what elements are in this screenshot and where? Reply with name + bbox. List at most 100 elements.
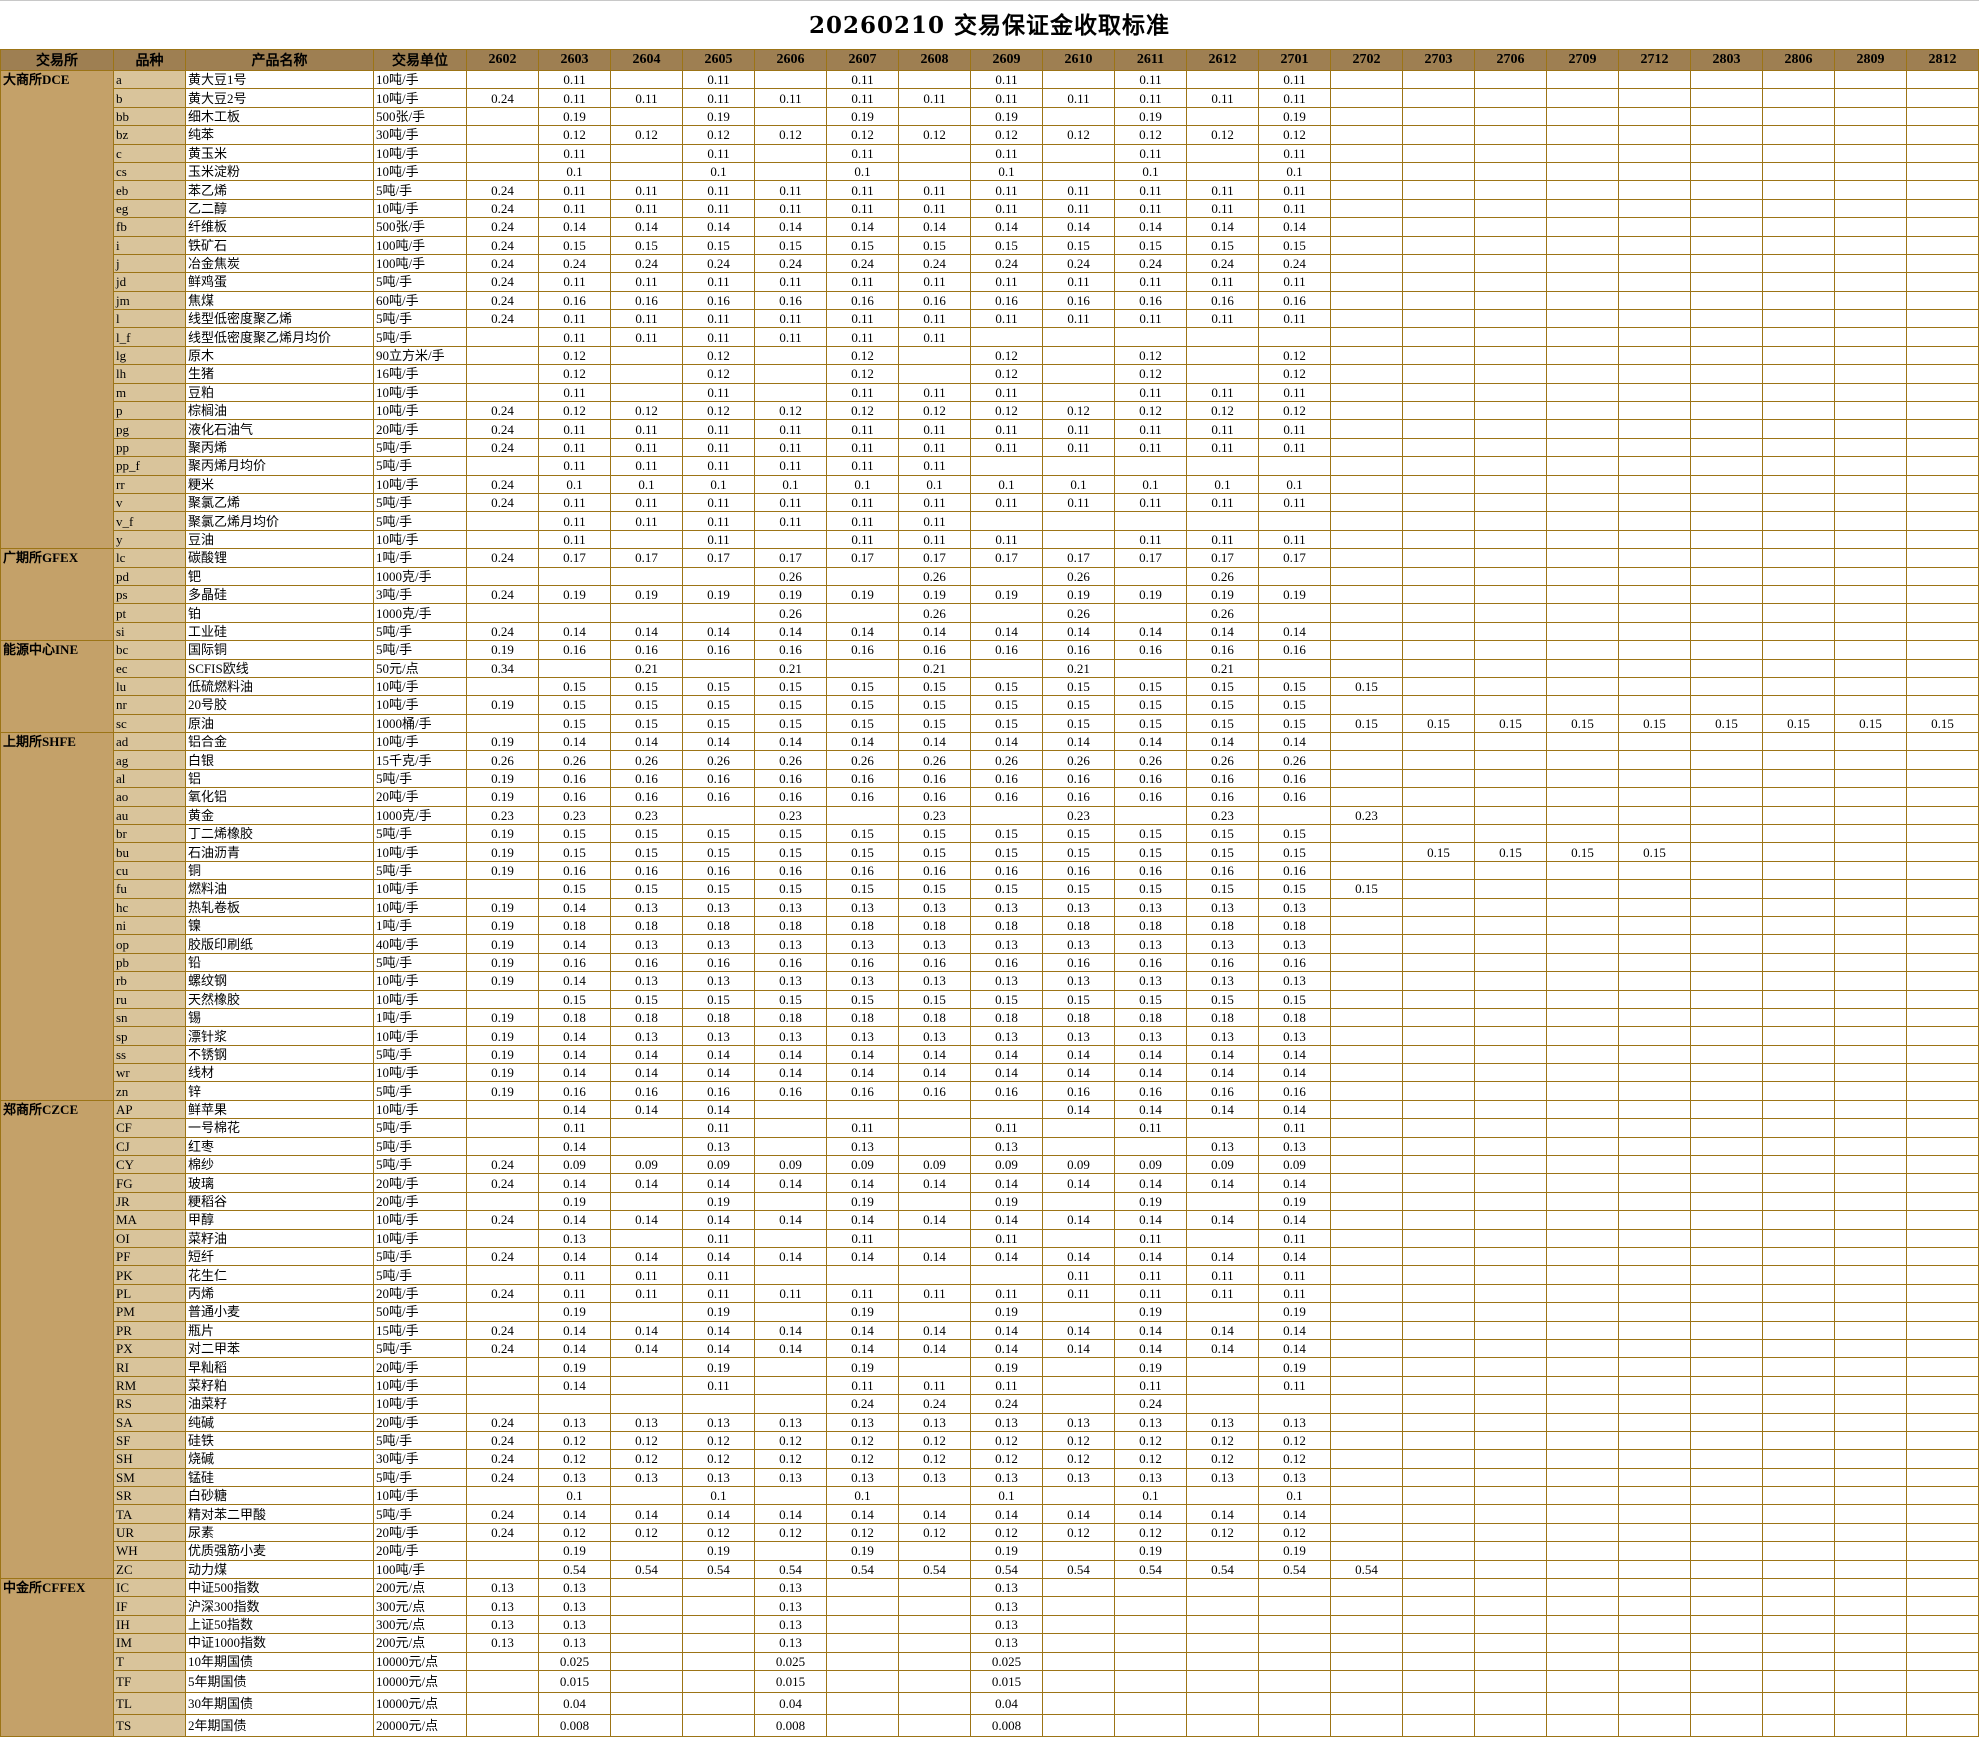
product-name-cell: 豆油 [185, 529, 374, 550]
margin-rate-cell [466, 879, 539, 899]
product-code-cell: lh [113, 364, 186, 384]
column-header: 2609 [970, 49, 1043, 71]
margin-rate-cell: 0.11 [754, 272, 827, 292]
margin-rate-cell [1402, 1614, 1475, 1635]
margin-rate-cell [1474, 1063, 1547, 1083]
margin-rate-cell: 0.16 [1186, 1081, 1259, 1101]
product-code-cell: pb [113, 952, 186, 973]
margin-rate-cell: 0.11 [826, 309, 899, 329]
margin-rate-cell: 0.16 [682, 768, 755, 789]
margin-rate-cell: 0.11 [1186, 437, 1259, 458]
product-name-cell: 镍 [185, 915, 374, 936]
margin-rate-cell [1762, 750, 1835, 770]
margin-rate-cell: 0.15 [682, 695, 755, 715]
margin-rate-cell: 0.14 [610, 1504, 683, 1524]
margin-rate-cell [1330, 106, 1403, 127]
margin-rate-cell [826, 1614, 899, 1635]
margin-rate-cell: 0.16 [610, 1081, 683, 1101]
margin-rate-cell [1474, 235, 1547, 255]
margin-rate-cell: 0.26 [754, 750, 827, 770]
margin-rate-cell [610, 1118, 683, 1138]
product-name-cell: 纤维板 [185, 217, 374, 237]
trade-unit-cell: 10吨/手 [373, 1228, 467, 1249]
margin-rate-cell: 0.12 [1258, 345, 1331, 366]
margin-rate-cell: 0.14 [1186, 1099, 1259, 1120]
margin-rate-cell: 0.11 [538, 1265, 611, 1285]
margin-rate-cell: 0.19 [1114, 106, 1187, 127]
margin-rate-cell [1834, 1669, 1907, 1693]
margin-rate-cell [1762, 106, 1835, 127]
margin-rate-cell: 0.13 [682, 971, 755, 991]
margin-rate-cell: 0.14 [1042, 621, 1115, 642]
margin-rate-cell: 0.11 [1186, 180, 1259, 200]
product-code-cell: RI [113, 1357, 186, 1377]
margin-rate-cell [1042, 1633, 1115, 1653]
margin-rate-cell: 0.11 [826, 1118, 899, 1138]
margin-rate-cell [1906, 1691, 1979, 1715]
margin-rate-cell [1834, 272, 1907, 292]
page-title: 20260210 交易保证金收取标准 [808, 12, 1171, 39]
margin-rate-cell [1402, 253, 1475, 274]
margin-rate-cell [1690, 1691, 1763, 1715]
margin-rate-cell: 0.15 [682, 989, 755, 1009]
margin-rate-cell [754, 1375, 827, 1396]
margin-rate-cell [1546, 1691, 1619, 1715]
margin-rate-cell: 0.15 [1330, 879, 1403, 899]
margin-rate-cell: 0.14 [1258, 1044, 1331, 1065]
margin-rate-cell [1546, 382, 1619, 403]
margin-rate-cell: 0.19 [538, 1541, 611, 1561]
margin-rate-cell [1330, 1486, 1403, 1506]
margin-rate-cell [1834, 1173, 1907, 1193]
margin-rate-cell [1618, 1302, 1691, 1322]
exchange-cell: 郑商所CZCE [0, 1099, 114, 1580]
product-code-cell: cs [113, 161, 186, 182]
margin-rate-cell: 0.11 [970, 1283, 1043, 1304]
margin-rate-cell: 0.11 [970, 1228, 1043, 1249]
margin-rate-cell: 0.13 [970, 1578, 1043, 1598]
trade-unit-cell: 5吨/手 [373, 860, 467, 881]
exchange-cell: 广期所GFEX [0, 548, 114, 642]
margin-rate-cell [1402, 290, 1475, 311]
margin-rate-cell [1186, 1669, 1259, 1693]
margin-rate-cell [1474, 1099, 1547, 1120]
margin-rate-cell: 0.15 [538, 695, 611, 715]
margin-rate-cell: 0.11 [1258, 492, 1331, 513]
margin-rate-cell: 0.11 [826, 180, 899, 200]
product-code-cell: l_f [113, 327, 186, 347]
margin-rate-cell: 0.12 [1042, 1522, 1115, 1543]
margin-rate-cell [1834, 235, 1907, 255]
margin-rate-cell: 0.15 [1114, 824, 1187, 844]
margin-rate-cell: 0.24 [466, 180, 539, 200]
margin-rate-cell: 0.14 [1042, 732, 1115, 752]
margin-rate-cell [1690, 88, 1763, 108]
margin-rate-cell [1330, 419, 1403, 439]
margin-rate-cell [1834, 309, 1907, 329]
margin-rate-cell [1330, 143, 1403, 163]
margin-rate-cell [1906, 106, 1979, 127]
margin-rate-cell [1546, 327, 1619, 347]
margin-rate-cell: 0.16 [754, 952, 827, 973]
table-row: IH 上证50指数 300元/点 0.13 0.13 0.13 0.13 [1, 1614, 1979, 1635]
margin-rate-cell: 0.16 [754, 787, 827, 807]
margin-rate-cell [1618, 695, 1691, 715]
margin-rate-cell [1330, 860, 1403, 881]
margin-rate-cell: 0.14 [754, 1173, 827, 1193]
margin-rate-cell [1834, 364, 1907, 384]
margin-rate-cell [1618, 860, 1691, 881]
margin-rate-cell: 0.12 [538, 1522, 611, 1543]
margin-rate-cell [970, 456, 1043, 476]
margin-rate-cell [1762, 1007, 1835, 1028]
margin-rate-cell [1330, 1173, 1403, 1193]
margin-rate-cell: 0.13 [826, 897, 899, 917]
margin-rate-cell [610, 566, 683, 586]
margin-rate-cell: 0.15 [610, 879, 683, 899]
trade-unit-cell: 10吨/手 [373, 676, 467, 697]
margin-rate-cell: 0.11 [754, 419, 827, 439]
margin-rate-cell: 0.15 [1618, 842, 1691, 862]
product-name-cell: 烧碱 [185, 1449, 374, 1469]
margin-rate-cell [754, 1357, 827, 1377]
margin-rate-cell [1690, 824, 1763, 844]
margin-rate-cell [466, 1228, 539, 1249]
product-name-cell: 螺纹钢 [185, 971, 374, 991]
margin-rate-cell: 0.15 [1042, 824, 1115, 844]
